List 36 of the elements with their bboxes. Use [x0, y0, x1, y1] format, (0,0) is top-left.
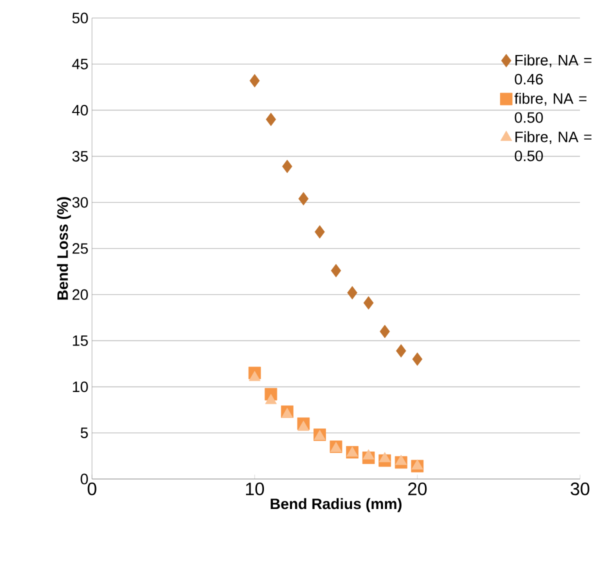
point	[265, 394, 277, 404]
point	[347, 286, 358, 300]
point	[314, 225, 325, 239]
y-tick-label: 40	[72, 104, 88, 116]
point	[248, 370, 260, 382]
y-tick-label: 10	[72, 381, 88, 392]
y-tick-label: 0	[80, 474, 88, 484]
y-tick-label: 25	[72, 243, 88, 254]
y-tick-label: 20	[72, 289, 88, 300]
x-axis-title: Bend Radius (mm)	[270, 498, 402, 512]
point	[396, 344, 406, 358]
point	[412, 459, 424, 470]
point	[266, 112, 276, 126]
y-tick-label: 45	[72, 58, 88, 70]
point	[298, 192, 309, 206]
legend-label: fibre, NA = 0.50	[514, 92, 586, 123]
point	[412, 352, 422, 366]
x-tick-label: 20	[408, 482, 427, 496]
point	[380, 324, 390, 338]
point	[298, 420, 310, 431]
y-tick-label: 30	[72, 197, 88, 208]
y-tick-label: 50	[72, 12, 88, 24]
point	[330, 264, 342, 278]
x-tick-label: 30	[570, 482, 590, 496]
y-tick-label: 35	[72, 150, 88, 162]
legend-label: Fibre, NA = 0.50	[514, 131, 592, 162]
y-tick-label: 15	[72, 335, 88, 346]
point	[395, 454, 407, 465]
point	[362, 449, 374, 460]
y-axis-title: Bend Loss (%)	[56, 197, 71, 300]
point	[378, 452, 391, 462]
point	[250, 74, 260, 88]
point	[363, 296, 374, 310]
point	[282, 160, 292, 174]
y-tick-label: 5	[80, 428, 88, 438]
x-tick-label: 10	[246, 482, 264, 496]
